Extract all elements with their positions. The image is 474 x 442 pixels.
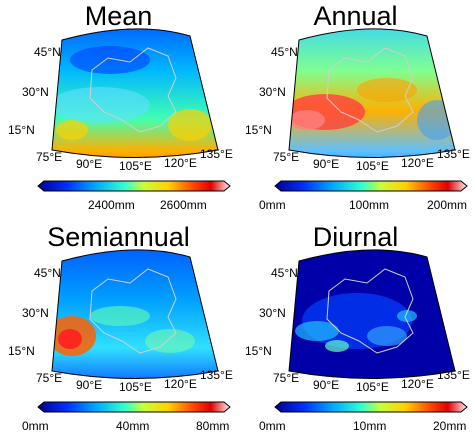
- lon-tick-105: 105°E: [119, 380, 152, 394]
- lon-tick-120: 120°E: [164, 156, 197, 170]
- map-field: [289, 249, 455, 379]
- map-annual: [274, 28, 468, 192]
- lon-tick-105: 105°E: [356, 159, 389, 173]
- lon-tick-120: 120°E: [164, 377, 197, 391]
- colorbar-label: 0mm: [259, 419, 286, 433]
- panel-diurnal: Diurnal 45°N: [237, 221, 474, 442]
- lon-tick-135: 135°E: [437, 368, 470, 382]
- panel-semiannual: Semiannual: [0, 221, 237, 442]
- colorbar-label: 0mm: [22, 419, 49, 433]
- lon-tick-105: 105°E: [356, 380, 389, 394]
- lon-tick-90: 90°E: [313, 378, 340, 392]
- panel-annual: Annual: [237, 0, 474, 221]
- lon-tick-75: 75°E: [36, 150, 63, 164]
- map-semiannual: [37, 249, 231, 413]
- panel-title: Semiannual: [47, 222, 190, 252]
- map-field: [52, 249, 218, 379]
- lat-tick-30: 30°N: [22, 85, 49, 99]
- colorbar-label: 80mm: [196, 419, 230, 433]
- colorbar-label: 2600mm: [160, 198, 207, 212]
- lat-tick-30: 30°N: [22, 306, 49, 320]
- lat-tick-45: 45°N: [34, 45, 61, 59]
- lat-tick-30: 30°N: [259, 306, 286, 320]
- colorbar-label: 10mm: [353, 419, 387, 433]
- panel-title: Mean: [84, 1, 153, 31]
- colorbar-label: 0mm: [259, 198, 286, 212]
- map-field: [52, 28, 218, 158]
- lat-tick-30: 30°N: [259, 85, 286, 99]
- lon-tick-135: 135°E: [200, 147, 233, 161]
- lat-tick-45: 45°N: [271, 45, 298, 59]
- lon-tick-90: 90°E: [313, 157, 340, 171]
- lon-tick-75: 75°E: [273, 371, 300, 385]
- lon-tick-90: 90°E: [76, 378, 103, 392]
- map-mean: [37, 28, 231, 192]
- lat-tick-15: 15°N: [8, 123, 35, 137]
- lat-tick-15: 15°N: [8, 344, 35, 358]
- lon-tick-90: 90°E: [76, 157, 103, 171]
- panel-mean: Mean: [0, 0, 237, 221]
- colorbar-label: 20mm: [433, 419, 467, 433]
- colorbar-label: 40mm: [116, 419, 150, 433]
- lat-tick-45: 45°N: [271, 266, 298, 280]
- lon-tick-75: 75°E: [36, 371, 63, 385]
- lon-tick-120: 120°E: [401, 156, 434, 170]
- lat-tick-45: 45°N: [34, 266, 61, 280]
- lat-tick-15: 15°N: [245, 123, 272, 137]
- lon-tick-75: 75°E: [273, 150, 300, 164]
- lon-tick-135: 135°E: [437, 147, 470, 161]
- lon-tick-105: 105°E: [119, 159, 152, 173]
- lon-tick-120: 120°E: [401, 377, 434, 391]
- colorbar-label: 2400mm: [88, 198, 135, 212]
- colorbar-label: 200mm: [427, 198, 468, 212]
- panel-title: Diurnal: [312, 222, 399, 252]
- lon-tick-135: 135°E: [200, 368, 233, 382]
- map-diurnal: [274, 249, 468, 413]
- panel-title: Annual: [313, 1, 398, 31]
- lat-tick-15: 15°N: [245, 344, 272, 358]
- colorbar-label: 100mm: [349, 198, 390, 212]
